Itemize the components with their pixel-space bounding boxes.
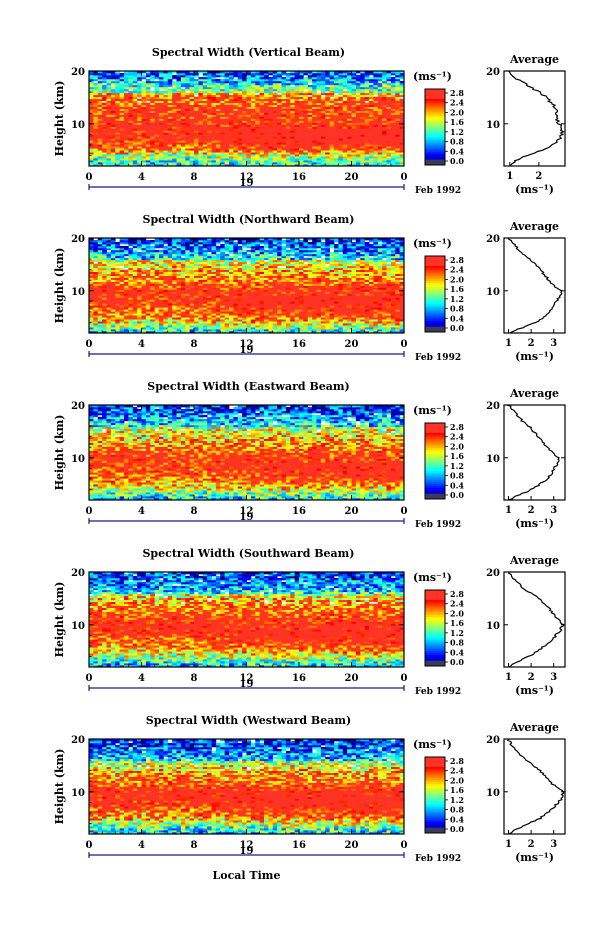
colorbar-tick-label: 1.2 — [450, 127, 464, 137]
heatmap-cell — [321, 97, 326, 99]
colorbar-tick-label: 2.0 — [450, 107, 464, 117]
colorbar-tick-label: 2.8 — [450, 88, 464, 98]
heatmap-cell — [369, 85, 374, 87]
average-x-tick-label: 1 — [506, 171, 513, 182]
x-tick-label: 16 — [292, 172, 306, 183]
heatmap-cell — [111, 87, 116, 89]
heatmap-cell — [198, 77, 203, 79]
heatmap-cell — [255, 95, 260, 97]
heatmap-cell — [290, 87, 295, 89]
colorbar-tick-label: 0.8 — [450, 137, 464, 147]
heatmap-cell — [216, 79, 221, 81]
heatmap-cell — [391, 77, 396, 79]
heatmap-cell — [308, 85, 313, 87]
average-x-tick-label: 2 — [535, 171, 542, 182]
heatmap-cell — [194, 79, 199, 81]
heatmap-cell — [356, 75, 361, 77]
y-tick-label: 10 — [71, 120, 85, 131]
heatmap — [89, 238, 404, 333]
y-tick-label: 20 — [71, 67, 85, 78]
heatmap — [89, 71, 404, 166]
heatmap-cell — [185, 93, 190, 95]
heatmap-cell — [369, 77, 374, 79]
heatmap-cell — [338, 97, 343, 99]
day-label: 19 — [240, 178, 254, 189]
panel-title: Spectral Width (Northward Beam) — [143, 213, 355, 226]
heatmap-cell — [146, 103, 151, 105]
panel-title: Spectral Width (Vertical Beam) — [152, 46, 345, 59]
average-y-tick-label: 20 — [486, 67, 500, 78]
heatmap-cell — [137, 103, 142, 105]
heatmap-cell — [330, 99, 335, 101]
y-axis-label: Height (km) — [53, 81, 66, 157]
heatmap-cell — [146, 79, 151, 81]
heatmap-cell — [317, 93, 322, 95]
colorbar-tick-label: 0.4 — [450, 146, 464, 156]
heatmap-cell — [282, 77, 287, 79]
heatmap-cell — [233, 79, 238, 81]
colorbar-unit: (ms⁻¹) — [413, 70, 452, 83]
average-profile-line — [509, 71, 564, 166]
panel-2: Spectral Width (Northward Beam)0 4 8 12 16 20… — [53, 213, 565, 363]
date-label: Feb 1992 — [415, 186, 461, 196]
x-tick-label: 0 — [401, 172, 408, 183]
heatmap-cell — [137, 83, 142, 85]
colorbar-tick-label: 2.4 — [450, 98, 464, 108]
heatmap-cell — [378, 83, 383, 85]
heatmap-cell — [181, 89, 186, 91]
heatmap-cell — [220, 79, 225, 81]
heatmap-cell — [334, 95, 339, 97]
heatmap-cell — [120, 73, 125, 75]
heatmap-cell — [150, 91, 155, 93]
heatmap-cell — [142, 81, 147, 83]
heatmap-cell — [373, 97, 378, 99]
heatmap-cell — [155, 81, 160, 83]
heatmap-cell — [172, 81, 177, 83]
heatmap-cell — [159, 91, 164, 93]
heatmap-cell — [387, 83, 392, 85]
heatmap-cell — [137, 99, 142, 101]
average-y-tick-label: 10 — [486, 120, 500, 131]
heatmap-cell — [172, 75, 177, 77]
heatmap-cell — [308, 97, 313, 99]
heatmap-cell — [286, 73, 291, 75]
x-tick-label: 4 — [138, 172, 145, 183]
x-tick-label: 20 — [345, 172, 359, 183]
colorbar — [425, 89, 445, 165]
x-tick-label: 8 — [191, 172, 198, 183]
heatmap-cell — [303, 77, 308, 79]
heatmap-cell — [194, 97, 199, 99]
heatmap-cell — [168, 89, 173, 91]
x-tick-label: 0 — [86, 172, 93, 183]
heatmap-cell — [277, 95, 282, 97]
heatmap-cell — [365, 103, 370, 105]
average-unit: (ms⁻¹) — [515, 183, 554, 196]
heatmap-cell — [303, 91, 308, 93]
heatmap-cell — [268, 77, 273, 79]
heatmap-cell — [128, 91, 133, 93]
colorbar-tick-label: 1.6 — [450, 117, 464, 127]
colorbar-tick-label: 0.0 — [450, 156, 464, 166]
panel-1: Spectral Width (Vertical Beam)0 4 8 12 16 20 0… — [53, 46, 565, 196]
heatmap-cell — [343, 91, 348, 93]
average-frame — [504, 71, 565, 166]
heatmap-cell — [102, 85, 107, 87]
heatmap-cell — [93, 83, 98, 85]
heatmap-cell — [142, 75, 147, 77]
heatmap-cell — [325, 87, 330, 89]
average-title: Average — [509, 53, 559, 66]
heatmap-cell — [102, 103, 107, 105]
